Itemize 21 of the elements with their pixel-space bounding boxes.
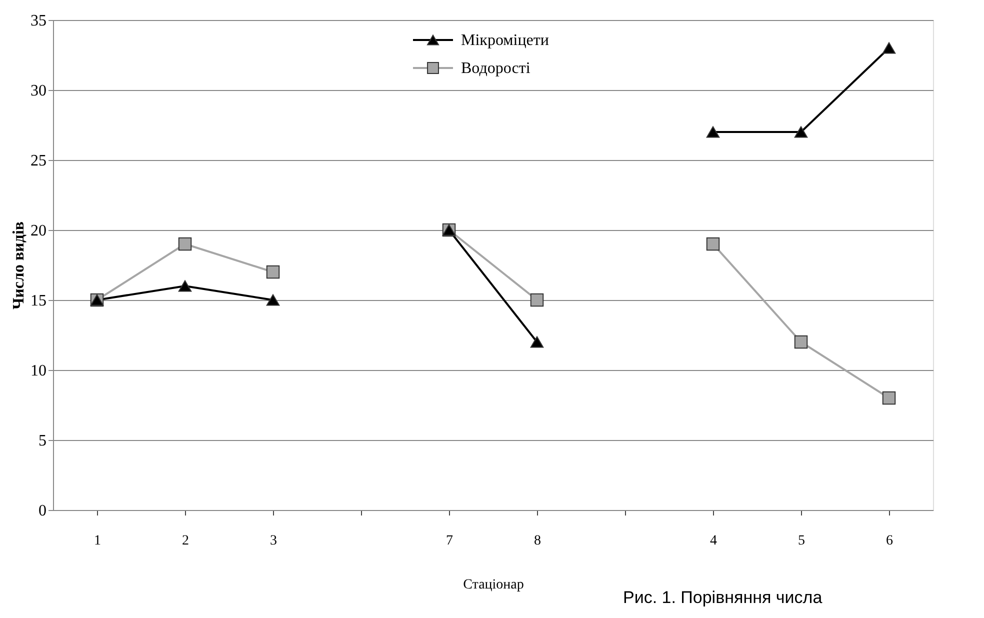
x-tick-label: 7 [446,534,453,548]
y-tick-label: 0 [38,502,46,520]
text: Рис. 1. Порівняння числа [623,588,823,607]
x-tick-label: 2 [182,534,189,548]
x-tick-label: 3 [270,534,277,548]
legend-label: Мікроміцети [461,32,550,49]
x-tick-label: 6 [886,534,893,548]
y-tick-label: 20 [30,222,46,240]
x-tick-label: 5 [798,534,805,548]
y-axis-title: Число видів [10,221,28,310]
y-tick-label: 15 [30,292,46,310]
x-tick-label: 4 [710,534,717,548]
y-tick-label: 25 [30,152,46,170]
y-tick-label: 35 [30,12,46,30]
legend-label: Водорості [461,60,531,77]
x-tick-label: 8 [534,534,541,548]
y-tick-label: 10 [30,362,46,380]
x-tick-label: 1 [94,534,101,548]
x-axis-title: Стаціонар [463,578,524,592]
y-tick-label: 5 [38,432,46,450]
y-tick-label: 30 [30,82,46,100]
